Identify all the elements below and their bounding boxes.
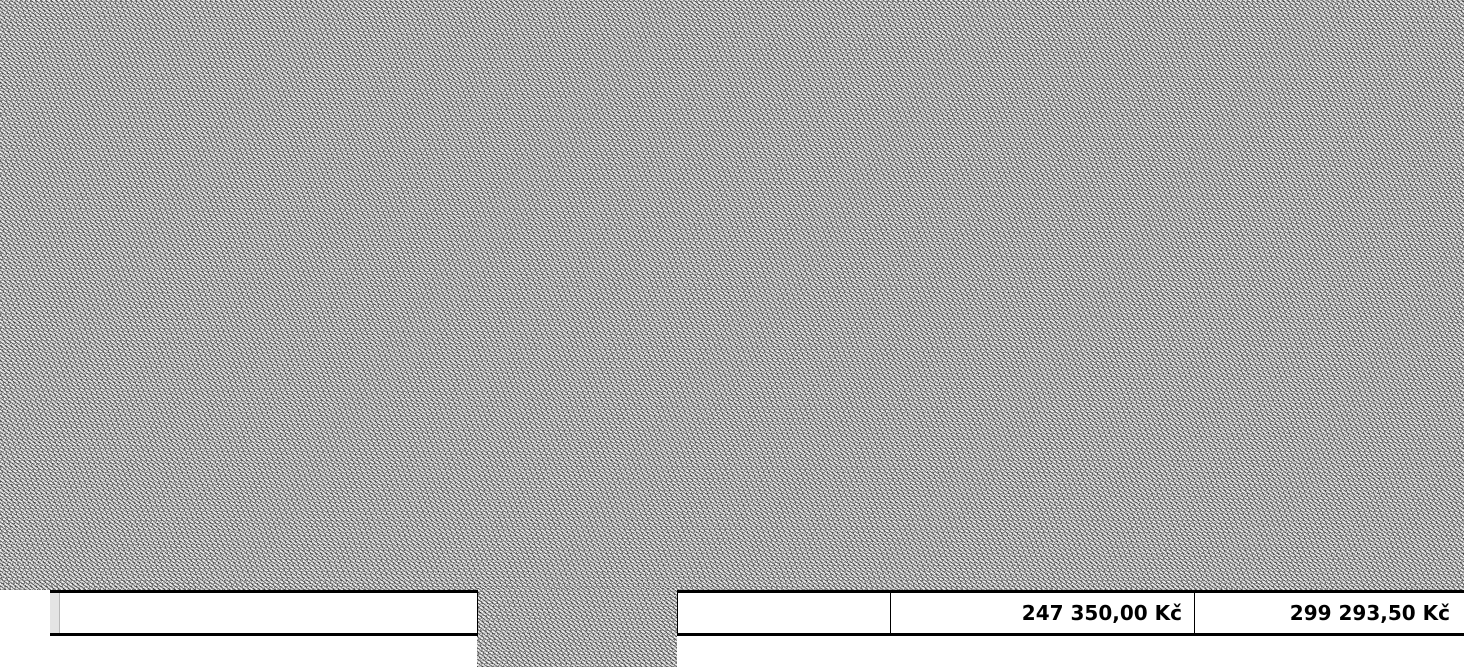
total-row-label-cell[interactable] [50, 590, 478, 636]
gross-total-value: 299 293,50 Kč [1289, 601, 1450, 625]
net-total-cell[interactable]: 247 350,00 Kč [891, 593, 1195, 633]
row-selection-gutter[interactable] [50, 593, 60, 633]
gross-total-cell[interactable]: 299 293,50 Kč [1195, 593, 1464, 633]
total-row-blank-cell[interactable] [678, 593, 891, 633]
net-total-value: 247 350,00 Kč [1021, 601, 1182, 625]
total-row-values: 247 350,00 Kč 299 293,50 Kč [677, 590, 1464, 636]
obscured-cell-area [477, 588, 677, 667]
obscured-content-area [0, 0, 1464, 590]
